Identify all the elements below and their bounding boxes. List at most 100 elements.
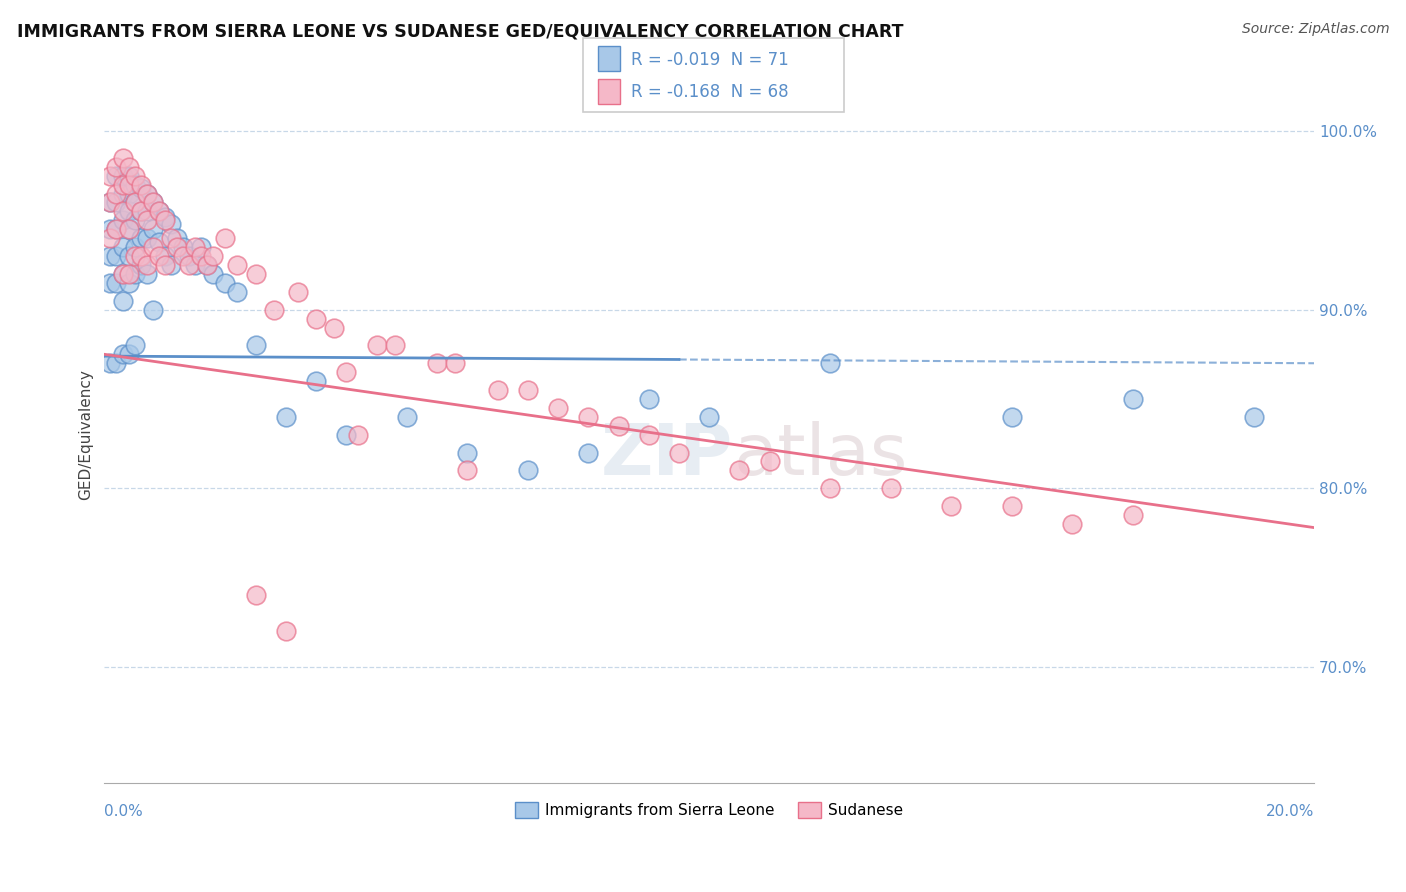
Point: [576, 409, 599, 424]
Point: [117, 347, 139, 361]
Point: [135, 267, 157, 281]
Point: [153, 249, 176, 263]
Point: [305, 374, 328, 388]
Point: [245, 589, 267, 603]
Point: [124, 213, 146, 227]
Point: [166, 240, 188, 254]
Point: [1243, 409, 1265, 424]
Point: [124, 249, 146, 263]
Text: R = -0.168  N = 68: R = -0.168 N = 68: [631, 83, 789, 101]
Point: [100, 276, 122, 290]
Point: [142, 195, 165, 210]
Point: [111, 293, 134, 308]
Point: [124, 240, 146, 254]
Point: [111, 347, 134, 361]
Point: [111, 267, 134, 281]
Point: [100, 249, 122, 263]
Point: [214, 276, 236, 290]
Point: [153, 258, 176, 272]
Point: [1122, 392, 1144, 406]
Point: [142, 302, 165, 317]
Point: [100, 195, 122, 210]
Point: [100, 195, 122, 210]
Text: Source: ZipAtlas.com: Source: ZipAtlas.com: [1241, 22, 1389, 37]
Point: [323, 320, 346, 334]
Point: [202, 249, 225, 263]
Point: [195, 258, 218, 272]
Point: [245, 267, 267, 281]
Point: [177, 258, 200, 272]
Point: [879, 481, 901, 495]
Point: [728, 463, 751, 477]
Point: [1001, 409, 1024, 424]
Text: 20.0%: 20.0%: [1265, 805, 1315, 820]
Point: [637, 392, 659, 406]
Point: [117, 222, 139, 236]
Point: [444, 356, 467, 370]
Point: [124, 195, 146, 210]
Text: ZIP: ZIP: [602, 421, 734, 490]
Point: [105, 169, 128, 183]
Point: [202, 267, 225, 281]
Point: [124, 338, 146, 352]
Point: [384, 338, 406, 352]
Point: [274, 409, 297, 424]
Point: [395, 409, 418, 424]
Point: [184, 240, 207, 254]
Point: [129, 258, 152, 272]
Legend: Immigrants from Sierra Leone, Sudanese: Immigrants from Sierra Leone, Sudanese: [509, 796, 910, 824]
Point: [160, 231, 183, 245]
Point: [516, 463, 538, 477]
Point: [160, 258, 183, 272]
Point: [111, 240, 134, 254]
Point: [366, 338, 388, 352]
Point: [100, 169, 122, 183]
Point: [105, 356, 128, 370]
Point: [124, 195, 146, 210]
Point: [274, 624, 297, 639]
Point: [486, 383, 509, 397]
Point: [1122, 508, 1144, 522]
Point: [135, 204, 157, 219]
Point: [117, 276, 139, 290]
Point: [105, 222, 128, 236]
Point: [172, 240, 194, 254]
Point: [456, 463, 478, 477]
Point: [100, 222, 122, 236]
Point: [305, 311, 328, 326]
Point: [135, 258, 157, 272]
Point: [117, 169, 139, 183]
Point: [135, 213, 157, 227]
Point: [226, 258, 249, 272]
Point: [117, 267, 139, 281]
Point: [190, 249, 212, 263]
Point: [135, 186, 157, 201]
Point: [637, 427, 659, 442]
Point: [117, 178, 139, 192]
Point: [226, 285, 249, 299]
Point: [177, 249, 200, 263]
Point: [111, 213, 134, 227]
Point: [124, 267, 146, 281]
Point: [129, 231, 152, 245]
Point: [142, 240, 165, 254]
Point: [1062, 516, 1084, 531]
Point: [117, 160, 139, 174]
Point: [124, 178, 146, 192]
Point: [941, 499, 963, 513]
Point: [142, 222, 165, 236]
Point: [105, 186, 128, 201]
Point: [111, 204, 134, 219]
Point: [111, 169, 134, 183]
Point: [153, 210, 176, 224]
Point: [287, 285, 309, 299]
Point: [105, 195, 128, 210]
Point: [335, 365, 357, 379]
Point: [129, 249, 152, 263]
Point: [456, 445, 478, 459]
Point: [576, 445, 599, 459]
Point: [547, 401, 569, 415]
Point: [347, 427, 370, 442]
Point: [148, 204, 170, 219]
Point: [124, 169, 146, 183]
